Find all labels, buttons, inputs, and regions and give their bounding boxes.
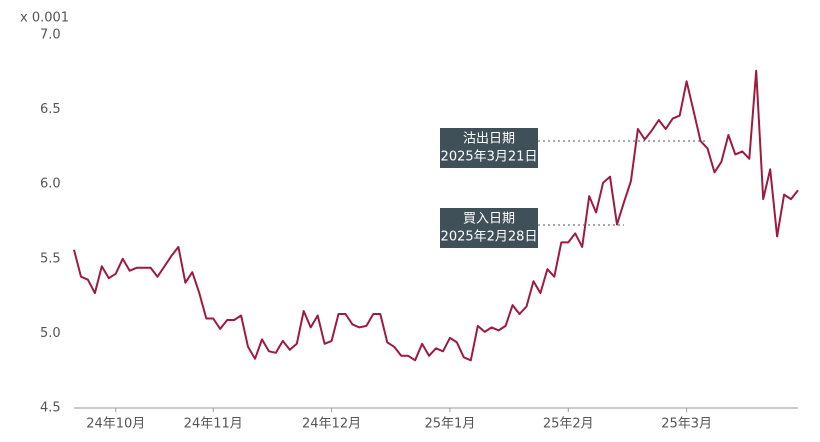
annotation: 買入日期 2025年2月28日 <box>440 208 624 248</box>
y-tick-label: 6.0 <box>40 177 61 192</box>
x-tick-label: 24年10月 <box>86 417 145 432</box>
y-unit-label: x 0.001 <box>20 11 69 26</box>
y-tick-label: 5.5 <box>40 251 61 266</box>
annotation-text: 沽出日期 <box>463 132 515 147</box>
y-tick-label: 5.0 <box>40 326 61 341</box>
annotation-text: 買入日期 <box>463 212 515 227</box>
annotation-box <box>440 208 538 248</box>
annotation: 沽出日期 2025年3月21日 <box>440 128 708 168</box>
y-tick-label: 7.0 <box>40 28 61 43</box>
annotation-box <box>440 128 538 168</box>
x-tick-label: 24年11月 <box>184 417 243 432</box>
y-tick-label: 6.5 <box>40 102 61 117</box>
x-tick-label: 25年3月 <box>661 417 712 432</box>
annotation-text: 2025年3月21日 <box>441 150 538 165</box>
line-series <box>73 69 799 362</box>
y-tick-label: 4.5 <box>40 401 61 416</box>
annotation-text: 2025年2月28日 <box>441 230 538 245</box>
x-tick-label: 24年12月 <box>302 417 361 432</box>
x-tick-label: 25年1月 <box>425 417 476 432</box>
x-tick-label: 25年2月 <box>543 417 594 432</box>
